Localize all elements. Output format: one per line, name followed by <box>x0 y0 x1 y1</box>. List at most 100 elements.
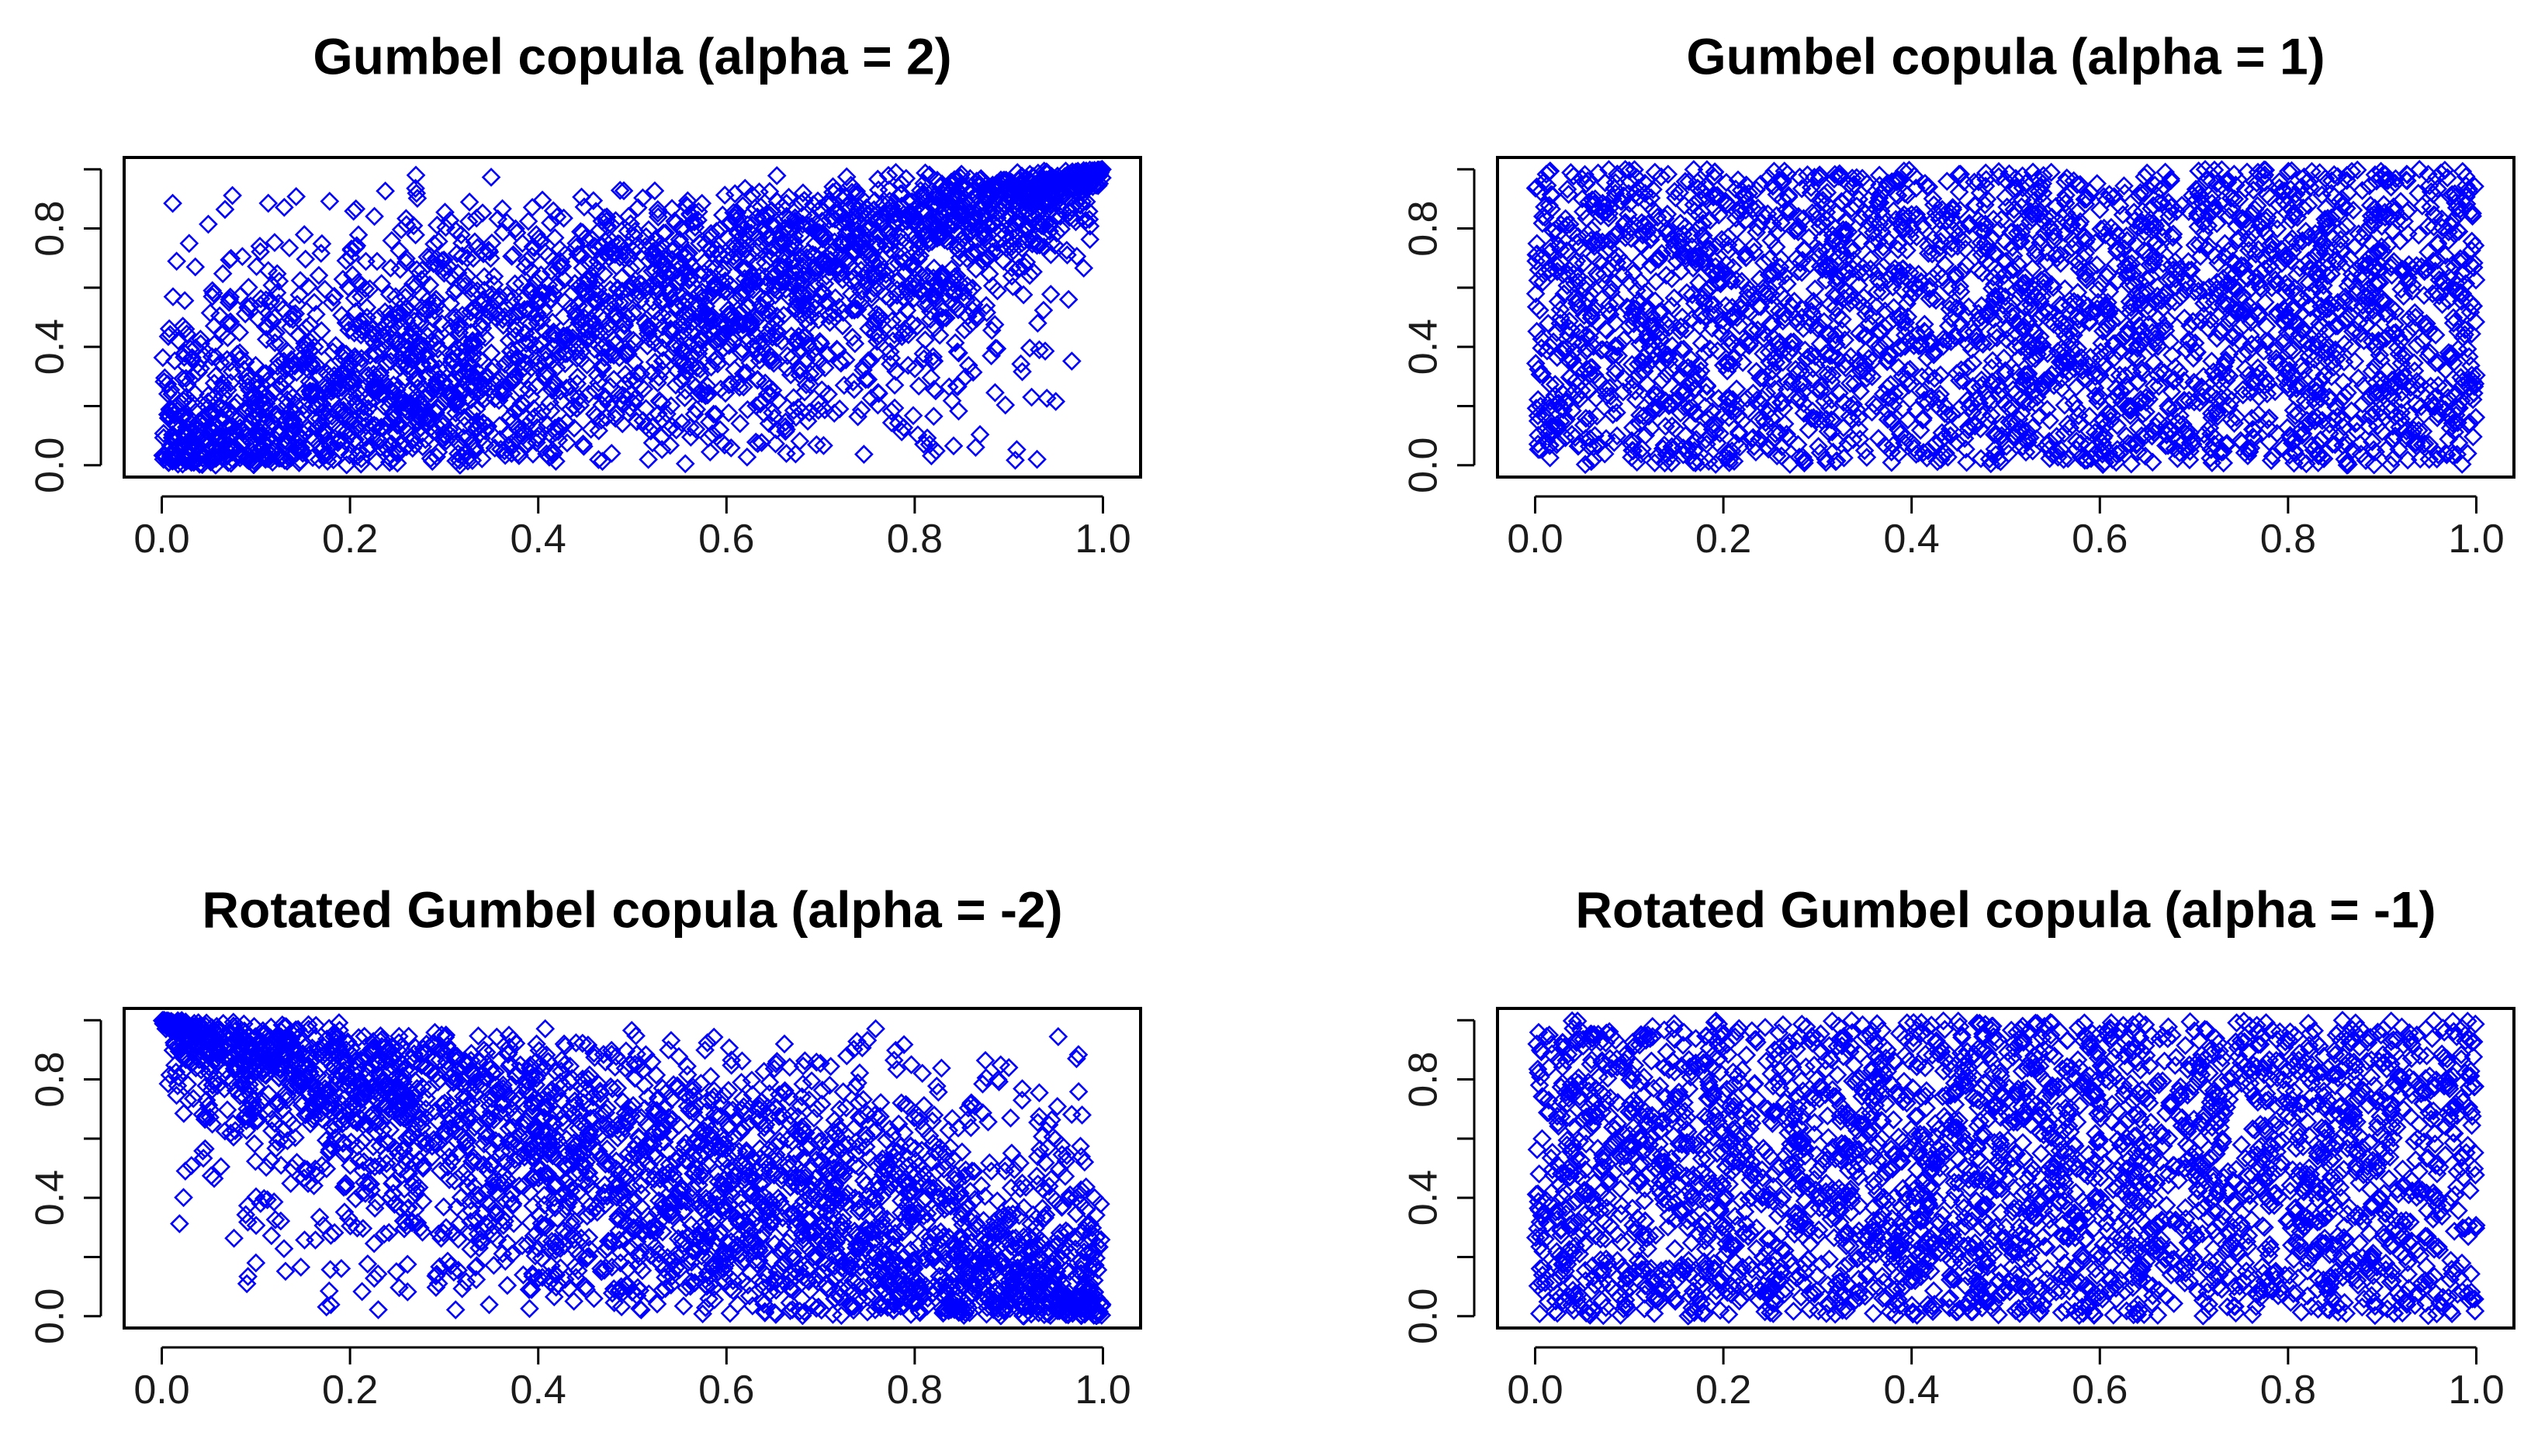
data-point <box>311 337 331 356</box>
data-point <box>1072 192 1092 212</box>
data-point <box>614 240 634 261</box>
data-point <box>462 432 483 451</box>
data-point <box>628 198 648 218</box>
data-point <box>523 237 543 257</box>
data-point <box>445 282 464 303</box>
data-point <box>682 346 702 365</box>
data-point <box>1050 188 1070 208</box>
data-point <box>922 232 942 251</box>
data-point <box>469 414 489 434</box>
data-point <box>397 356 417 375</box>
data-point <box>631 364 651 384</box>
data-point <box>834 375 854 396</box>
data-point <box>614 181 634 201</box>
data-point <box>406 225 425 245</box>
data-point <box>1033 168 1053 188</box>
data-point <box>355 278 376 299</box>
data-point <box>793 256 812 276</box>
data-point <box>715 185 735 205</box>
data-point <box>554 208 573 228</box>
data-point <box>505 401 525 421</box>
data-point <box>309 450 329 469</box>
data-point <box>599 394 619 413</box>
data-point <box>847 182 867 201</box>
data-point <box>967 306 986 326</box>
data-point <box>522 198 542 217</box>
data-point <box>296 249 316 269</box>
data-point <box>925 289 945 309</box>
data-point <box>569 277 589 297</box>
data-point <box>264 381 284 401</box>
data-point <box>942 391 962 410</box>
data-point <box>428 339 448 359</box>
data-point <box>579 384 599 404</box>
data-point <box>701 357 721 377</box>
data-point <box>1006 450 1025 470</box>
data-point <box>621 384 641 404</box>
data-point <box>829 399 850 419</box>
data-point <box>269 366 289 386</box>
data-point <box>968 230 988 250</box>
data-point <box>909 282 930 301</box>
data-point <box>537 362 556 382</box>
data-point <box>279 238 300 258</box>
data-point <box>876 234 896 254</box>
data-point <box>764 278 784 299</box>
data-point <box>294 396 314 416</box>
data-point <box>806 362 826 382</box>
data-point <box>947 266 967 285</box>
data-point <box>983 201 1003 220</box>
data-point <box>995 395 1016 415</box>
data-point <box>521 261 542 281</box>
data-point <box>426 415 446 435</box>
data-point <box>351 348 372 368</box>
data-point <box>230 350 250 369</box>
data-point <box>311 321 331 341</box>
x-tick-label: 0.8 <box>887 517 943 562</box>
data-point <box>493 199 512 219</box>
data-point <box>738 399 757 420</box>
data-point <box>435 202 455 222</box>
data-point <box>591 410 611 430</box>
data-point <box>836 167 857 187</box>
data-point <box>698 306 718 326</box>
data-point <box>779 187 798 207</box>
data-point <box>528 428 547 448</box>
data-point <box>854 357 874 376</box>
data-point <box>809 394 829 413</box>
data-point <box>549 416 569 436</box>
data-point <box>966 259 986 279</box>
data-point <box>286 187 306 206</box>
data-point <box>265 333 285 353</box>
data-point <box>696 234 716 254</box>
data-point <box>1027 190 1046 210</box>
data-point <box>819 384 838 404</box>
data-point <box>831 231 851 251</box>
data-point <box>343 376 363 396</box>
data-point <box>709 244 729 265</box>
data-point <box>566 399 587 418</box>
data-point <box>646 240 667 260</box>
data-point <box>750 351 770 371</box>
data-point <box>923 268 944 288</box>
data-point <box>410 399 429 418</box>
data-point <box>807 434 826 455</box>
data-point <box>445 220 466 240</box>
data-point <box>885 204 905 224</box>
data-point <box>659 419 679 439</box>
data-point <box>670 244 691 264</box>
data-point <box>500 407 520 427</box>
data-point <box>660 435 680 455</box>
data-point <box>155 368 175 388</box>
data-point <box>284 402 304 422</box>
data-point <box>487 372 507 392</box>
data-point <box>154 424 174 444</box>
data-point <box>166 414 186 434</box>
data-point <box>846 299 866 319</box>
data-point <box>672 371 691 391</box>
data-point <box>908 425 928 444</box>
data-point <box>333 269 353 289</box>
data-point <box>597 207 617 227</box>
data-point <box>985 315 1005 334</box>
data-point <box>793 206 813 225</box>
